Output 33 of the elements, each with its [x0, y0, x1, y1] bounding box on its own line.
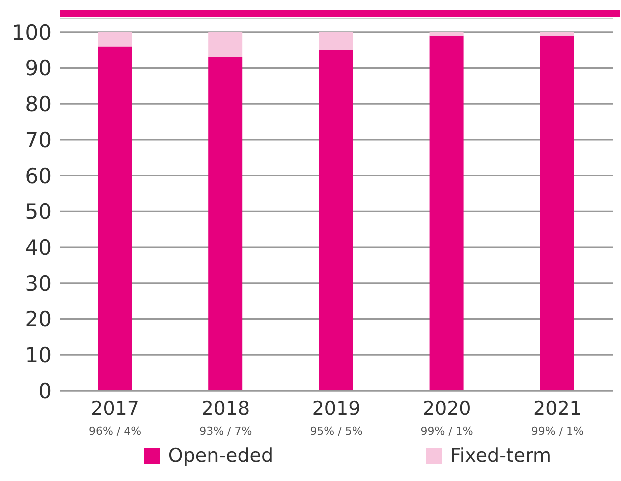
bar [319, 32, 354, 50]
bar [208, 57, 243, 391]
bar [430, 36, 464, 391]
text: 99% / 1% [531, 425, 584, 438]
x-tick-label: 2021 [534, 398, 582, 420]
x-tick-label: 2018 [202, 398, 250, 420]
bar [98, 32, 132, 47]
bar [430, 32, 464, 36]
x-tick-label: 2017 [91, 398, 140, 420]
bar [98, 46, 132, 391]
y-tick-label: 70 [25, 128, 52, 152]
y-tick-label: 60 [25, 164, 52, 188]
y-tick-label: 90 [25, 56, 52, 81]
y-tick-label: 40 [25, 236, 52, 260]
y-tick-label: 10 [25, 344, 52, 368]
legend-label: Fixed-term [450, 445, 552, 467]
bar [540, 36, 574, 391]
y-tick-label: 100 [12, 20, 52, 45]
text: 95% / 5% [310, 425, 363, 438]
x-tick-label: 2019 [312, 398, 361, 420]
x-tick-label: 2020 [422, 398, 472, 420]
y-tick-label: 80 [25, 92, 52, 117]
y-tick-label: 20 [25, 308, 52, 332]
y-tick-label: 0 [38, 379, 52, 404]
y-tick-label: 30 [25, 272, 52, 296]
bar [540, 32, 574, 36]
bar [319, 50, 354, 391]
text: 96% / 4% [88, 425, 142, 438]
y-tick-label: 50 [25, 200, 52, 224]
text: 99% / 1% [420, 425, 474, 438]
legend-label: Open-eded [168, 445, 274, 467]
bar [208, 32, 243, 58]
text: 93% / 7% [200, 425, 252, 438]
